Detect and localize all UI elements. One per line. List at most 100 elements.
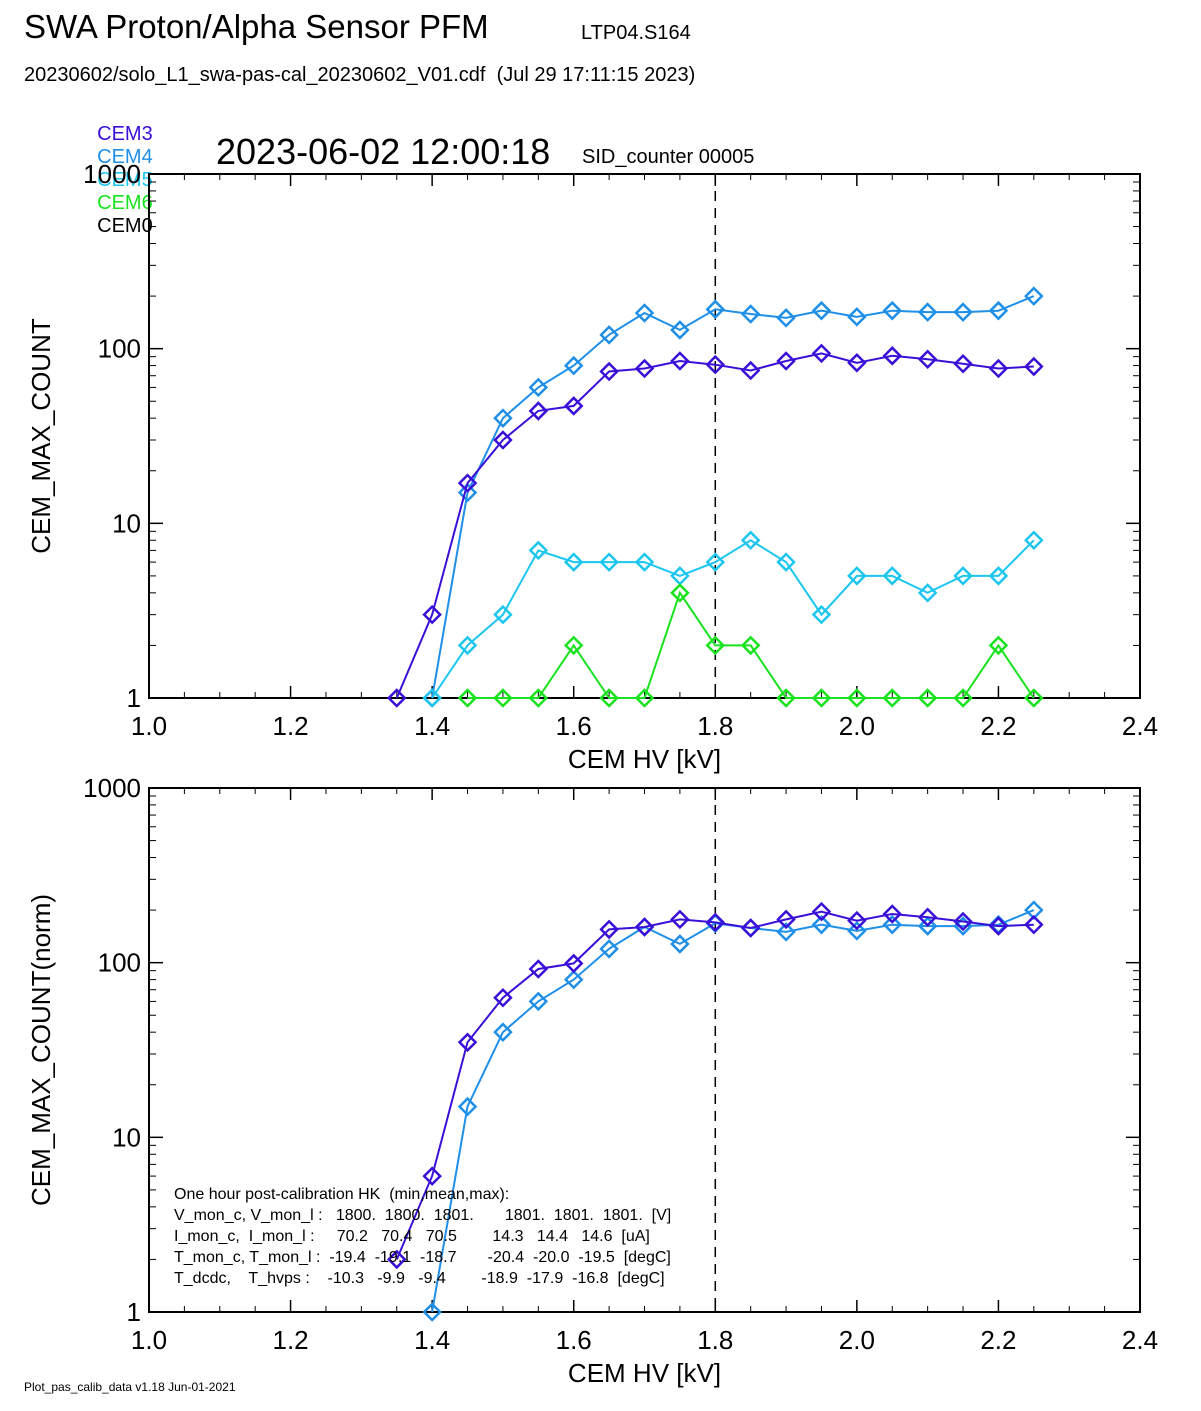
plot-frame-1 — [148, 173, 1141, 699]
data-point-cem4 — [422, 1302, 442, 1322]
data-point-cem5 — [422, 688, 442, 708]
y-axis-label: CEM_MAX_COUNT(norm) — [26, 894, 56, 1206]
hk-row: T_mon_c, T_mon_l : -19.4 -19.1 -18.7 -20… — [174, 1249, 671, 1266]
data-point-cem5 — [953, 566, 973, 586]
data-point-cem5 — [1024, 530, 1044, 551]
data-point-cem3 — [988, 358, 1009, 379]
data-point-cem4 — [847, 307, 867, 327]
series-line-cem3 — [395, 352, 1034, 699]
data-point-cem4 — [457, 482, 478, 503]
x-tick-label: 1.0 — [131, 1325, 167, 1355]
data-point-cem3 — [740, 918, 761, 938]
legend-entry-cem3: CEM3 — [97, 123, 153, 145]
data-point-cem4 — [670, 934, 690, 954]
data-point-cem3 — [457, 473, 478, 493]
data-point-cem3 — [740, 360, 761, 381]
x-tick-label: 1.8 — [697, 1325, 733, 1355]
data-point-cem3 — [811, 343, 832, 364]
data-point-cem5 — [740, 530, 761, 551]
legend-entry-cem5: CEM5 — [97, 169, 153, 191]
series-line-cem5 — [431, 539, 1035, 699]
data-point-cem4 — [811, 914, 832, 935]
data-point-cem4 — [493, 408, 513, 428]
hk-title: One hour post-calibration HK (min,mean,m… — [174, 1186, 509, 1203]
data-point-cem3 — [457, 1032, 478, 1053]
hk-row: T_dcdc, T_hvps : -10.3 -9.9 -9.4 -18.9 -… — [174, 1270, 665, 1287]
hk-row: I_mon_c, I_mon_l : 70.2 70.4 70.5 14.3 1… — [174, 1228, 650, 1245]
data-point-cem5 — [847, 566, 867, 586]
data-point-cem3 — [599, 919, 619, 940]
data-point-cem4 — [563, 355, 584, 376]
data-point-cem4 — [705, 299, 726, 320]
x-tick-label: 2.0 — [839, 711, 875, 741]
data-point-cem3 — [670, 351, 690, 371]
data-point-cem3 — [599, 361, 619, 382]
data-point-cem6 — [493, 688, 513, 708]
data-point-cem3 — [917, 349, 938, 369]
footer-version: Plot_pas_calib_data v1.18 Jun-01-2021 — [24, 1380, 236, 1394]
data-point-cem6 — [917, 688, 938, 708]
data-point-cem3 — [776, 351, 796, 371]
data-point-cem3 — [917, 907, 938, 928]
x-tick-label: 2.0 — [839, 1325, 875, 1355]
data-point-cem4 — [882, 914, 903, 935]
timestamp: 2023-06-02 12:00:18 — [216, 131, 551, 172]
x-tick-label: 1.6 — [556, 1325, 592, 1355]
data-point-cem3 — [953, 353, 973, 374]
data-point-cem5 — [988, 566, 1009, 586]
run-tag: LTP04.S164 — [581, 22, 691, 44]
data-point-cem3 — [1024, 356, 1044, 377]
data-point-cem3 — [882, 346, 903, 366]
data-point-cem6 — [705, 635, 726, 656]
data-point-cem5 — [457, 635, 478, 656]
data-point-cem4 — [670, 320, 690, 340]
sid-counter: SID_counter 00005 — [582, 146, 755, 168]
y-tick-label: 10 — [112, 1122, 141, 1152]
data-point-cem4 — [457, 1096, 478, 1117]
data-point-cem6 — [528, 688, 549, 708]
legend-entry-cem0: CEM0 — [97, 215, 153, 237]
data-point-cem4 — [634, 303, 655, 323]
series-line-cem6 — [467, 590, 1035, 699]
x-tick-label: 2.4 — [1122, 711, 1158, 741]
data-point-cem3 — [811, 901, 832, 922]
x-tick-label: 1.6 — [556, 711, 592, 741]
data-point-cem3 — [386, 1249, 407, 1270]
data-point-cem3 — [386, 688, 407, 708]
data-point-cem6 — [457, 688, 478, 708]
data-point-cem6 — [811, 688, 832, 708]
x-tick-label: 1.2 — [272, 711, 308, 741]
data-point-cem4 — [599, 325, 619, 345]
x-axis-label: CEM HV [kV] — [568, 744, 721, 774]
data-point-cem6 — [563, 635, 584, 656]
file-info: 20230602/solo_L1_swa-pas-cal_20230602_V0… — [24, 64, 696, 86]
data-point-cem3 — [847, 353, 867, 373]
x-tick-label: 2.4 — [1122, 1325, 1158, 1355]
legend: CEM3 CEM4 CEM5 CEM6 CEM0 — [86, 100, 163, 238]
y-tick-label: 100 — [98, 948, 141, 978]
data-point-cem4 — [740, 304, 761, 324]
data-point-cem4 — [917, 302, 938, 322]
hk-row: V_mon_c, V_mon_l : 1800. 1800. 1801. 180… — [174, 1207, 671, 1224]
data-point-cem4 — [953, 302, 973, 322]
x-tick-label: 2.2 — [980, 1325, 1016, 1355]
data-point-cem3 — [493, 430, 513, 450]
data-point-cem3 — [528, 959, 549, 979]
data-point-cem5 — [705, 552, 726, 572]
x-tick-label: 1.0 — [131, 711, 167, 741]
y-tick-label: 10 — [112, 508, 141, 538]
data-point-cem5 — [493, 604, 513, 625]
data-point-cem5 — [634, 552, 655, 572]
data-point-cem4 — [528, 377, 549, 398]
data-point-cem5 — [917, 583, 938, 603]
y-tick-label: 1000 — [83, 773, 141, 803]
data-point-cem3 — [634, 358, 655, 379]
data-point-cem5 — [528, 540, 549, 561]
data-point-cem6 — [776, 688, 796, 708]
data-point-cem5 — [811, 604, 832, 625]
y-tick-label: 1000 — [83, 159, 141, 189]
data-point-cem4 — [988, 300, 1009, 321]
data-point-cem3 — [528, 401, 549, 421]
x-tick-label: 1.4 — [414, 711, 450, 741]
